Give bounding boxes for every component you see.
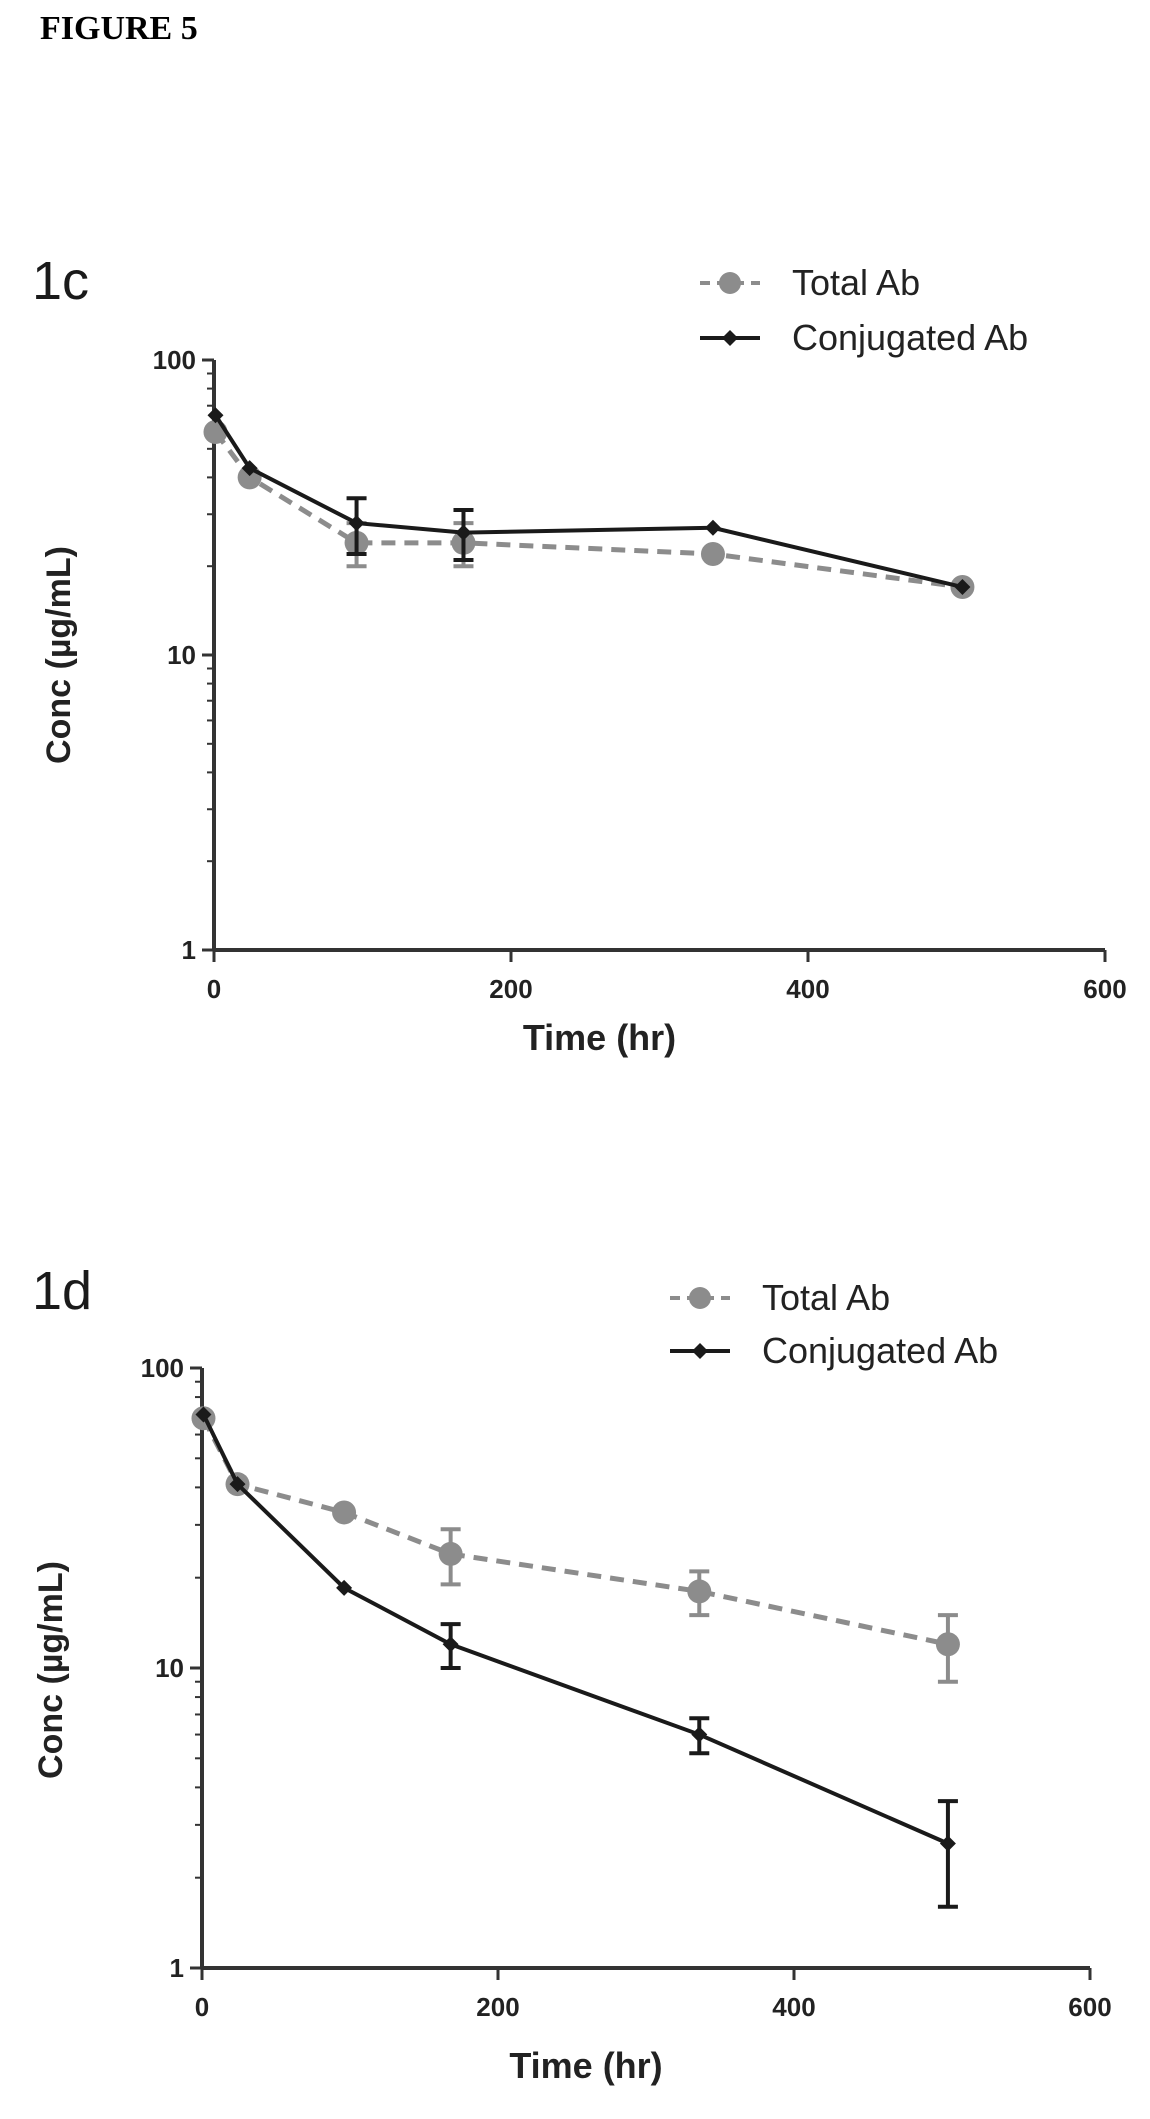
data-point [939,1835,956,1852]
data-point [229,1476,246,1493]
data-point [691,1726,708,1743]
data-point [195,1406,212,1423]
x-tick-label: 600 [1083,974,1126,1004]
legend-label: Conjugated Ab [762,1330,998,1371]
y-tick-label: 1 [182,935,196,965]
chart-panel-1c: 1c 1 10 100 0 200 400 600 Conc (µg/mL) Time (hr)… [0,250,1150,1100]
y-tick-label: 1 [170,1953,184,1983]
x-tick-label: 400 [772,1992,815,2022]
legend-marker [689,1287,711,1309]
x-axis-label: Time (hr) [523,1017,676,1058]
x-tick-label: 600 [1068,1992,1111,2022]
x-tick-label: 0 [195,1992,209,2022]
legend-marker [719,272,741,294]
legend-label: Total Ab [762,1277,890,1318]
data-point [935,1632,960,1657]
legend-label: Total Ab [792,262,920,303]
data-point [687,1579,712,1604]
data-point [455,524,472,541]
x-tick-label: 200 [476,1992,519,2022]
data-point [442,1636,459,1653]
y-tick-label: 100 [153,345,196,375]
data-point [700,541,725,566]
y-tick-label: 10 [155,1653,184,1683]
panel-label: 1c [32,251,90,311]
y-axis-label: Conc (µg/mL) [32,1561,70,1779]
legend-label: Conjugated Ab [792,317,1028,358]
legend-marker [692,1343,708,1359]
y-axis-label: Conc (µg/mL) [40,546,78,764]
figure-title: FIGURE 5 [40,10,198,47]
x-tick-label: 200 [489,974,532,1004]
data-point [241,460,258,477]
data-point [332,1500,357,1525]
series-line-conjugated-ab [213,414,963,589]
data-point [336,1579,353,1596]
data-point [348,515,365,532]
x-tick-label: 400 [786,974,829,1004]
legend-marker [722,330,738,346]
chart-panel-1d: 1d 1 10 100 0 200 400 600 Conc (µg/mL) Time (hr)… [0,1260,1150,2119]
chart-1c-plot: 1 10 100 0 200 400 600 Conc (µg/mL) Time (hr) Tot… [40,262,1127,1058]
data-point [207,407,224,424]
series-line-total-ab [201,1417,949,1647]
data-point [203,420,228,445]
y-tick-label: 10 [167,640,196,670]
chart-1d-plot: 1 10 100 0 200 400 600 Conc (µg/mL) Time (hr) Tot… [32,1277,1112,2086]
x-tick-label: 0 [207,974,221,1004]
series-line-conjugated-ab [201,1413,949,1846]
data-point [704,519,721,536]
data-point [438,1541,463,1566]
x-axis-label: Time (hr) [509,2045,662,2086]
data-point [954,579,971,596]
panel-label: 1d [32,1261,93,1321]
y-tick-label: 100 [141,1353,184,1383]
